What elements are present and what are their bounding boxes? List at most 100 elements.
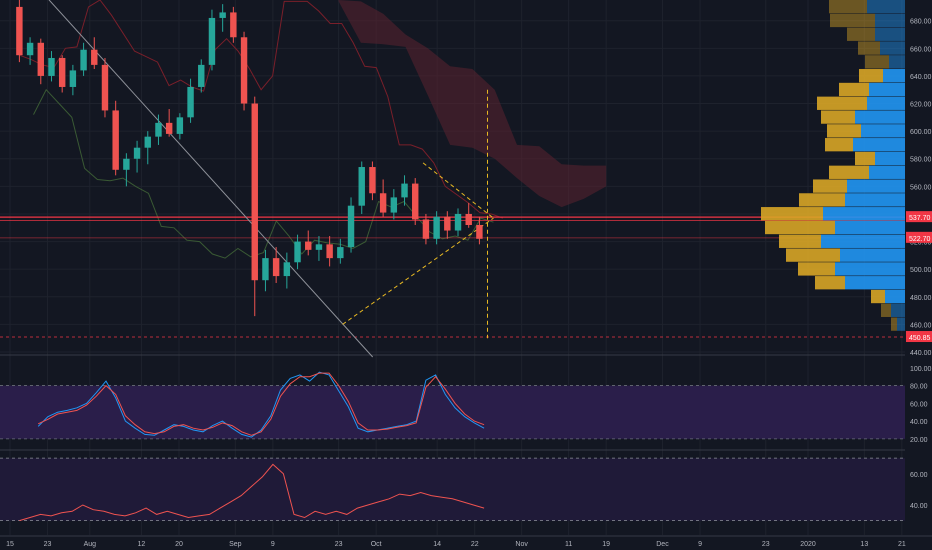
time-axis-label: 20: [175, 541, 183, 548]
candle-body[interactable]: [454, 213, 462, 231]
candle-body[interactable]: [305, 241, 312, 250]
volume-profile-buy-bar: [869, 82, 905, 97]
candle-body[interactable]: [165, 122, 173, 134]
volume-profile-buy-bar: [897, 317, 905, 331]
volume-profile-buy-bar: [847, 179, 905, 193]
volume-profile-buy-bar: [869, 165, 905, 179]
volume-profile-sell-bar: [765, 220, 835, 235]
candle-body[interactable]: [240, 37, 248, 104]
candle-body[interactable]: [198, 64, 205, 87]
candle-body[interactable]: [262, 258, 269, 281]
volume-profile-sell-bar: [839, 82, 869, 97]
volume-profile-buy-bar: [835, 262, 905, 276]
volume-profile-sell-bar: [829, 165, 869, 179]
candle-body[interactable]: [390, 197, 398, 213]
candle-body[interactable]: [465, 213, 472, 226]
candle-body[interactable]: [133, 147, 141, 159]
price-panel[interactable]: [0, 0, 905, 358]
candle-body[interactable]: [476, 225, 483, 239]
candle-body[interactable]: [123, 158, 130, 170]
time-axis-label: 13: [860, 541, 868, 548]
time-axis-label: 12: [138, 541, 146, 548]
volume-profile-buy-bar: [880, 41, 905, 55]
candle-body[interactable]: [347, 205, 355, 248]
stoch-axis-tick-label: 80.00: [910, 384, 928, 391]
candle-body[interactable]: [294, 241, 301, 263]
candle-body[interactable]: [144, 136, 151, 148]
ichimoku-cloud: [338, 0, 607, 208]
stoch-rsi-band: [0, 385, 905, 439]
candle-body[interactable]: [433, 216, 440, 239]
candle-body[interactable]: [69, 70, 77, 87]
price-axis-tick-label: 560.00: [910, 184, 932, 191]
volume-profile-buy-bar: [867, 96, 905, 110]
candle-body[interactable]: [283, 262, 291, 277]
stoch-axis-tick-label: 20.00: [910, 437, 928, 444]
candle-body[interactable]: [422, 219, 430, 239]
candle-body[interactable]: [37, 42, 44, 76]
volume-profile-sell-bar: [858, 41, 880, 55]
time-axis-label: 9: [698, 541, 702, 548]
volume-profile-sell-bar: [871, 289, 885, 304]
candle-body[interactable]: [444, 216, 451, 231]
candle-body[interactable]: [230, 12, 237, 38]
rsi-band: [0, 458, 905, 521]
descending-trendline: [48, 0, 374, 358]
time-axis-label: 2020: [800, 541, 816, 548]
volume-profile-buy-bar: [845, 276, 905, 290]
stoch-rsi-panel[interactable]: [0, 371, 905, 440]
candle-body[interactable]: [155, 122, 162, 137]
volume-profile-sell-bar: [891, 317, 897, 331]
candle-body[interactable]: [48, 57, 55, 76]
price-axis-tick-label: 440.00: [910, 350, 932, 357]
candle-body[interactable]: [176, 117, 184, 134]
candle-body[interactable]: [251, 103, 258, 281]
price-axis-tick-label: 520.00: [910, 240, 932, 247]
candle-body[interactable]: [26, 42, 34, 56]
volume-profile-sell-bar: [798, 262, 835, 276]
volume-profile-sell-bar: [821, 110, 855, 124]
volume-profile-buy-bar: [867, 0, 905, 14]
candle-body[interactable]: [369, 167, 376, 194]
candle-body[interactable]: [379, 193, 387, 213]
candle-body[interactable]: [326, 244, 333, 259]
time-axis-label: 9: [271, 541, 275, 548]
time-axis-label: 23: [44, 541, 52, 548]
volume-profile-sell-bar: [817, 96, 867, 110]
stoch-axis-tick-label: 40.00: [910, 419, 928, 426]
price-axis-tick-label: 680.00: [910, 19, 932, 26]
candle-body[interactable]: [358, 167, 365, 206]
volume-profile-sell-bar: [825, 138, 853, 152]
candle-body[interactable]: [16, 6, 23, 56]
candle-body[interactable]: [272, 258, 280, 277]
candle-body[interactable]: [219, 12, 226, 18]
upper-indicator-line: [19, 0, 504, 219]
candle-body[interactable]: [91, 49, 98, 65]
volume-profile-buy-bar: [823, 207, 905, 221]
candle-body[interactable]: [112, 110, 119, 170]
price-axis-background: [905, 0, 932, 535]
volume-profile-buy-bar: [891, 303, 905, 317]
time-axis-label: 23: [335, 541, 343, 548]
rsi-panel[interactable]: [0, 457, 905, 522]
candle-body[interactable]: [337, 247, 344, 259]
volume-profile-sell-bar: [855, 151, 875, 166]
candle-body[interactable]: [315, 244, 323, 250]
candle-body[interactable]: [80, 49, 87, 71]
candle-body[interactable]: [101, 64, 109, 111]
volume-profile-sell-bar: [829, 0, 867, 14]
candle-body[interactable]: [58, 57, 66, 87]
candle-body[interactable]: [401, 183, 408, 198]
price-axis-tick-label: 660.00: [910, 46, 932, 53]
grid-layer: [0, 0, 932, 537]
volume-profile-buy-bar: [885, 289, 905, 304]
volume-profile-buy-bar: [840, 248, 905, 262]
candle-body[interactable]: [412, 183, 419, 220]
volume-profile-buy-bar: [861, 124, 905, 138]
time-axis-label: Nov: [515, 541, 528, 548]
time-axis-label: 15: [6, 541, 14, 548]
volume-profile-sell-bar: [813, 179, 847, 193]
candle-body[interactable]: [187, 86, 194, 118]
candle-body[interactable]: [208, 17, 216, 65]
